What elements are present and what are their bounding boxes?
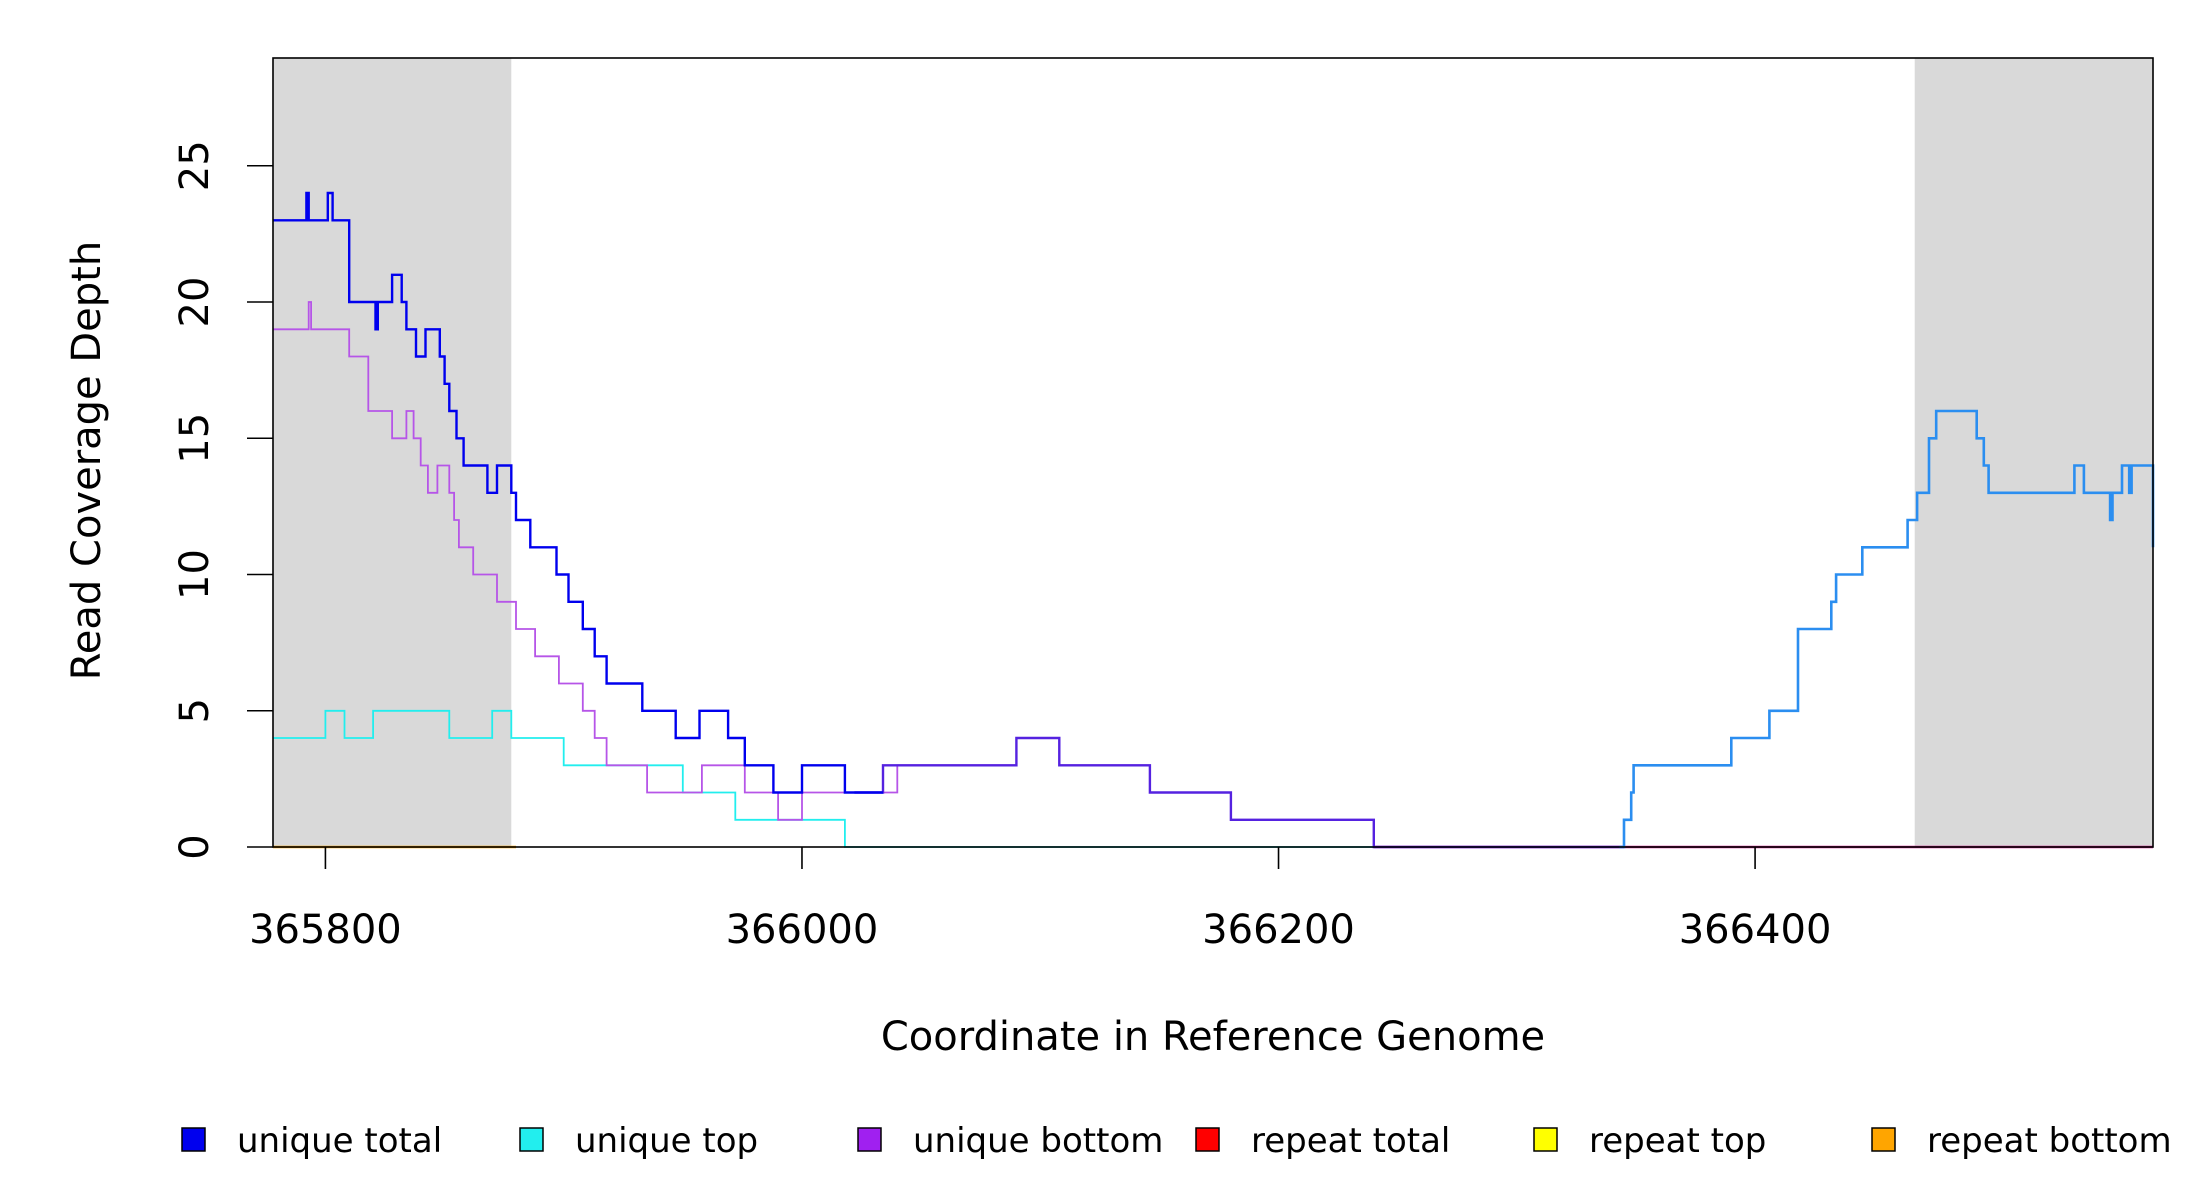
legend-label-unique-total: unique total — [237, 1121, 442, 1161]
shaded-region-1 — [273, 58, 512, 847]
legend-swatch-repeat-total — [1195, 1127, 1220, 1152]
legend-label-unique-top: unique top — [575, 1121, 758, 1161]
y-tick-label-20: 20 — [172, 277, 218, 328]
y-axis: 0 5 10 15 20 25 — [172, 140, 273, 860]
legend-swatch-unique-bottom — [857, 1127, 882, 1152]
x-axis: 365800 366000 366200 366400 — [249, 847, 1831, 953]
series-unique-bottom — [273, 301, 1375, 847]
legend-swatch-unique-total — [181, 1127, 206, 1152]
shaded-regions — [273, 58, 2153, 847]
y-axis-label: Read Coverage Depth — [64, 241, 110, 680]
legend-label-unique-bottom: unique bottom — [913, 1121, 1163, 1161]
x-axis-label: Coordinate in Reference Genome — [881, 1014, 1545, 1060]
y-tick-label-0: 0 — [172, 834, 218, 859]
legend-label-repeat-bottom: repeat bottom — [1927, 1121, 2172, 1161]
x-tick-label-366200: 366200 — [1202, 907, 1355, 953]
y-tick-label-10: 10 — [172, 549, 218, 600]
series-unique-total-right — [1619, 409, 2155, 849]
legend-swatch-unique-top — [519, 1127, 544, 1152]
plot-frame — [272, 57, 2154, 848]
series-unique-top — [273, 709, 1374, 848]
legend-label-repeat-top: repeat top — [1589, 1121, 1766, 1161]
series-unique-total — [273, 191, 883, 794]
y-tick-label-15: 15 — [172, 413, 218, 464]
x-tick-label-366000: 366000 — [726, 907, 879, 953]
legend-swatch-repeat-bottom — [1871, 1127, 1896, 1152]
series-unique-bottom-overlay — [854, 736, 1624, 849]
y-tick-label-5: 5 — [172, 698, 218, 723]
x-tick-label-366400: 366400 — [1679, 907, 1832, 953]
legend-swatch-repeat-top — [1533, 1127, 1558, 1152]
shaded-region-2 — [1914, 58, 2153, 847]
legend-label-repeat-total: repeat total — [1251, 1121, 1450, 1161]
x-tick-label-365800: 365800 — [249, 907, 402, 953]
y-tick-label-25: 25 — [172, 140, 218, 191]
legend: unique total unique top unique bottom repea… — [181, 1121, 2172, 1161]
